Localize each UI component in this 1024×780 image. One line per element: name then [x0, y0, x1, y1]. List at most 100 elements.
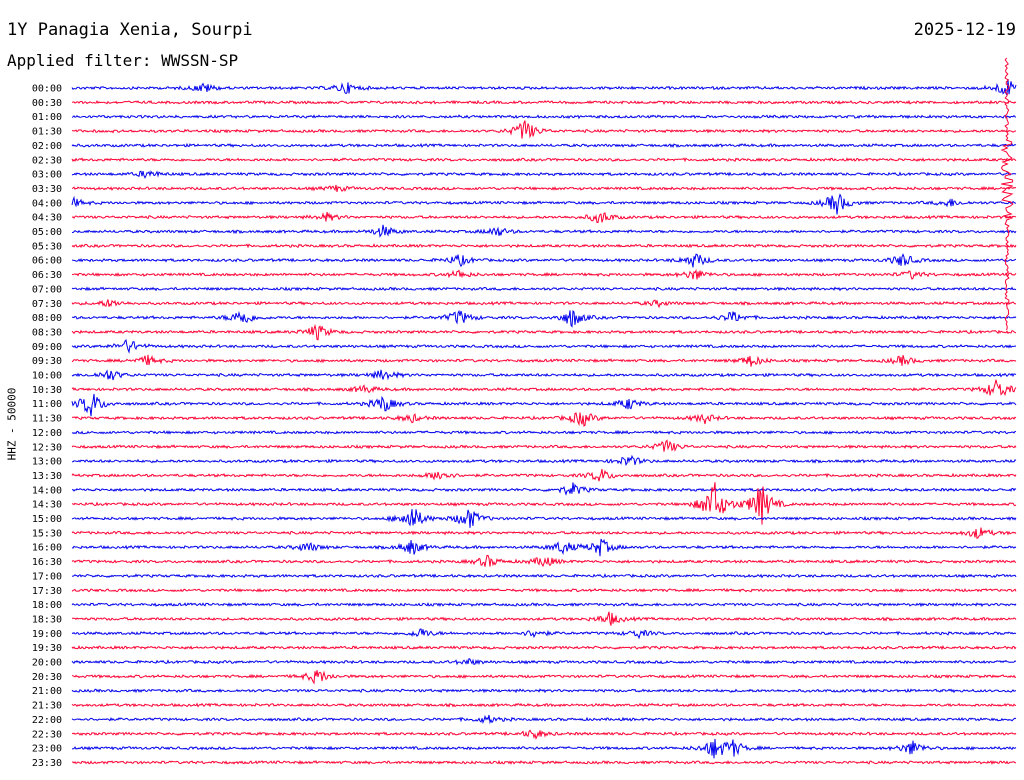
time-label: 11:30 [32, 414, 62, 425]
time-label: 20:00 [32, 658, 62, 669]
time-label: 16:00 [32, 543, 62, 554]
trace-line [71, 170, 1017, 179]
event-spike [1000, 57, 1014, 331]
time-label: 13:00 [32, 457, 62, 468]
trace-line [71, 538, 1017, 557]
trace-line [71, 309, 1017, 328]
trace-line [71, 323, 1017, 341]
time-label: 08:30 [32, 327, 62, 338]
trace-line [71, 601, 1017, 608]
trace-line [71, 658, 1017, 666]
trace-line [71, 482, 1017, 496]
time-label: 17:00 [32, 571, 62, 582]
time-label: 06:30 [32, 270, 62, 281]
trace-line [71, 142, 1017, 149]
time-label: 10:00 [32, 371, 62, 382]
trace-line [71, 120, 1017, 139]
time-label: 06:00 [32, 256, 62, 267]
time-label: 12:00 [32, 428, 62, 439]
time-label: 20:30 [32, 672, 62, 683]
time-label: 03:00 [32, 170, 62, 181]
trace-line [71, 509, 1017, 528]
time-label: 22:30 [32, 729, 62, 740]
trace-line [71, 268, 1017, 280]
trace-line [71, 379, 1017, 397]
trace-line [71, 393, 1017, 417]
time-label: 12:30 [32, 442, 62, 453]
trace-line [71, 729, 1017, 740]
time-label: 23:30 [32, 758, 62, 769]
time-label: 17:30 [32, 586, 62, 597]
trace-line [71, 468, 1017, 482]
trace-line [71, 670, 1017, 685]
time-label: 09:00 [32, 342, 62, 353]
time-label: 07:00 [32, 284, 62, 295]
trace-line [71, 211, 1017, 223]
time-label: 13:30 [32, 471, 62, 482]
trace-line [71, 253, 1017, 268]
trace-line [71, 628, 1017, 640]
trace-line [71, 759, 1016, 765]
trace-line [71, 369, 1017, 381]
trace-line [71, 299, 1017, 309]
trace-line [71, 429, 1017, 435]
time-label: 01:00 [32, 112, 62, 123]
trace-line [71, 439, 1017, 452]
trace-line [71, 193, 1017, 215]
time-label: 10:30 [32, 385, 62, 396]
time-label: 21:00 [32, 686, 62, 697]
time-label: 11:00 [32, 399, 62, 410]
time-label: 19:00 [32, 629, 62, 640]
time-label: 08:00 [32, 313, 62, 324]
time-label: 16:30 [32, 557, 62, 568]
trace-line [71, 157, 1017, 163]
time-label: 03:30 [32, 184, 62, 195]
time-label: 05:30 [32, 241, 62, 252]
time-label: 02:30 [32, 155, 62, 166]
trace-line [71, 79, 1017, 97]
trace-line [72, 454, 1017, 466]
time-label: 23:00 [32, 744, 62, 755]
trace-line [72, 224, 1017, 238]
time-label: 05:00 [32, 227, 62, 238]
trace-line [71, 714, 1017, 725]
time-label: 21:30 [32, 701, 62, 712]
trace-line [71, 573, 1017, 579]
time-label: 01:30 [32, 127, 62, 138]
trace-line [71, 412, 1017, 427]
trace-line [72, 738, 1017, 759]
time-label: 02:00 [32, 141, 62, 152]
time-label: 04:30 [32, 213, 62, 224]
time-label: 09:30 [32, 356, 62, 367]
trace-line [71, 702, 1017, 708]
trace-line [71, 527, 1017, 540]
trace-line [71, 286, 1017, 292]
time-label: 15:30 [32, 528, 62, 539]
time-label: 18:30 [32, 614, 62, 625]
trace-line [71, 184, 1017, 192]
time-label: 19:30 [32, 643, 62, 654]
time-label: 04:00 [32, 198, 62, 209]
trace-line [71, 354, 1017, 367]
trace-line [71, 114, 1017, 120]
time-label: 18:00 [32, 600, 62, 611]
trace-line [71, 243, 1017, 249]
time-label: 14:00 [32, 485, 62, 496]
time-label: 15:00 [32, 514, 62, 525]
date-label: 2025-12-19 [913, 20, 1016, 40]
trace-line [71, 482, 1017, 525]
station-title: 1Y Panagia Xenia, Sourpi [7, 20, 253, 40]
trace-line [71, 587, 1017, 593]
trace-line [71, 688, 1017, 694]
time-label: 00:30 [32, 98, 62, 109]
filter-label: Applied filter: WWSSN-SP [7, 51, 239, 70]
trace-line [71, 644, 1017, 651]
trace-line [72, 611, 1017, 626]
time-label: 22:00 [32, 715, 62, 726]
time-label: 00:00 [32, 84, 62, 95]
time-label: 07:30 [32, 299, 62, 310]
trace-line [71, 554, 1017, 568]
time-label: 14:30 [32, 500, 62, 511]
trace-line [71, 339, 1017, 354]
